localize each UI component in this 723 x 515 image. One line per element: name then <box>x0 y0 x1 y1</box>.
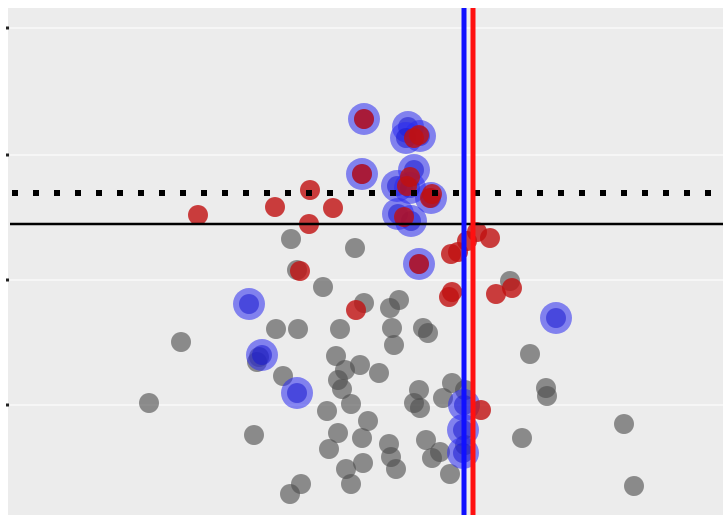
red-point-23 <box>471 400 491 420</box>
gray-point-4 <box>288 319 308 339</box>
gray-point-20 <box>350 355 370 375</box>
gray-point-14 <box>384 335 404 355</box>
y-tick-2 <box>6 278 9 282</box>
gray-point-12 <box>389 290 409 310</box>
gray-point-23 <box>341 394 361 414</box>
gray-point-8 <box>313 277 333 297</box>
gray-point-1 <box>171 332 191 352</box>
gray-point-9 <box>330 319 350 339</box>
red-point-25 <box>352 164 372 184</box>
red-point-20 <box>480 228 500 248</box>
blue-ring-inner-15 <box>546 308 566 328</box>
red-point-6 <box>346 300 366 320</box>
blue-ring-inner-14 <box>287 383 307 403</box>
gray-point-13 <box>382 318 402 338</box>
gray-point-52 <box>512 428 532 448</box>
red-point-0 <box>188 205 208 225</box>
gray-point-49 <box>520 344 540 364</box>
gray-point-27 <box>352 428 372 448</box>
red-point-1 <box>265 197 285 217</box>
gray-point-25 <box>358 411 378 431</box>
blue-ring-point-12 <box>233 288 265 320</box>
gray-point-51 <box>537 386 557 406</box>
y-tick-3 <box>6 403 9 407</box>
y-axis-ticks <box>6 26 9 407</box>
blue-ring-point-13 <box>246 339 278 371</box>
blue-ring-point-14 <box>281 377 313 409</box>
red-point-26 <box>409 254 429 274</box>
gray-point-44 <box>422 448 442 468</box>
red-point-9 <box>400 167 420 187</box>
blue-ring-inner-13 <box>252 345 272 365</box>
gray-point-36 <box>386 459 406 479</box>
gray-point-53 <box>614 414 634 434</box>
y-tick-0 <box>6 26 9 30</box>
blue-ring-point-15 <box>540 302 572 334</box>
gray-point-5 <box>281 229 301 249</box>
gray-point-24 <box>317 401 337 421</box>
gray-point-19 <box>369 363 389 383</box>
gray-point-39 <box>410 398 430 418</box>
gray-point-22 <box>332 379 352 399</box>
red-point-7 <box>394 207 414 227</box>
y-tick-1 <box>6 153 9 157</box>
red-point-5 <box>290 261 310 281</box>
red-point-3 <box>323 198 343 218</box>
gray-point-45 <box>440 464 460 484</box>
gray-point-2 <box>244 425 264 445</box>
red-point-21 <box>486 284 506 304</box>
red-point-11 <box>409 125 429 145</box>
red-point-22 <box>502 278 522 298</box>
gray-point-6 <box>345 238 365 258</box>
gray-point-40 <box>433 388 453 408</box>
red-point-17 <box>439 287 459 307</box>
gray-point-3 <box>266 319 286 339</box>
red-point-24 <box>354 109 374 129</box>
gray-point-26 <box>328 423 348 443</box>
grid-lines <box>10 27 723 406</box>
gray-point-0 <box>139 393 159 413</box>
red-series <box>188 109 522 420</box>
gray-point-42 <box>416 430 436 450</box>
reference-lines <box>10 8 723 515</box>
gray-point-30 <box>353 453 373 473</box>
gray-point-28 <box>319 439 339 459</box>
gray-point-31 <box>341 474 361 494</box>
gray-point-16 <box>418 323 438 343</box>
blue-ring-inner-12 <box>239 294 259 314</box>
gray-point-54 <box>624 476 644 496</box>
gray-point-33 <box>280 484 300 504</box>
